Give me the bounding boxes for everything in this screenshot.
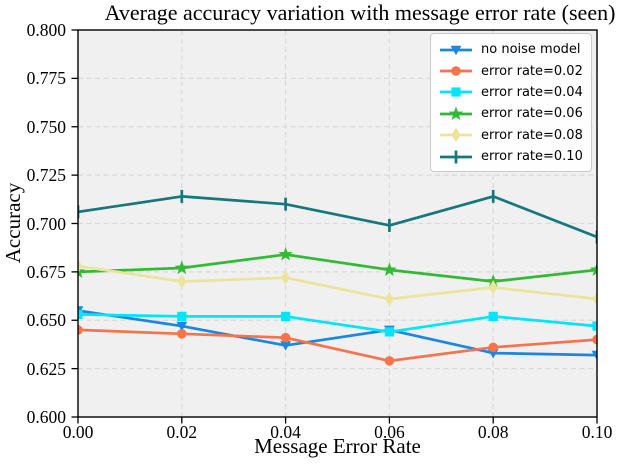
x-tick-label: 0.00 [62, 422, 94, 442]
y-tick-label: 0.625 [26, 358, 66, 379]
star-marker-icon [382, 262, 397, 277]
star-marker-icon [278, 246, 293, 261]
square-marker-icon [451, 87, 461, 98]
circle-marker-icon [177, 328, 187, 339]
square-marker-icon [78, 309, 83, 320]
legend-item-label: error rate=0.02 [481, 63, 583, 79]
x-axis-label: Message Error Rate [254, 434, 421, 458]
star-marker-icon [78, 264, 86, 278]
legend-item: error rate=0.04 [438, 82, 591, 103]
y-tick-label: 0.700 [26, 213, 66, 234]
legend-item: error rate=0.02 [438, 60, 591, 81]
diamond-marker-icon [488, 280, 498, 295]
series-line [78, 264, 597, 301]
diamond-marker-icon [592, 291, 597, 307]
x-tick-label: 0.06 [374, 422, 405, 442]
circle-marker-icon [280, 332, 291, 343]
series-error-rate-0-02 [78, 325, 597, 366]
y-tick-label: 0.675 [26, 261, 66, 282]
diamond-marker-icon [78, 258, 83, 274]
x-tick-label: 0.04 [270, 422, 301, 442]
legend-marker-diamond-icon [440, 128, 472, 143]
square-marker-icon [177, 311, 187, 321]
chart-title: Average accuracy variation with message … [104, 0, 616, 25]
circle-marker-icon [451, 66, 461, 76]
y-tick-label: 0.750 [26, 116, 66, 137]
diamond-marker-icon [281, 270, 290, 285]
legend-item: error rate=0.10 [438, 146, 591, 167]
diamond-marker-icon [385, 291, 394, 307]
circle-marker-icon [384, 356, 395, 366]
legend: no noise model error rate=0.02 error rate=… [430, 33, 592, 172]
triangle-down-marker-icon [450, 45, 462, 55]
legend-marker-star-icon [440, 106, 472, 120]
legend-item: error rate=0.08 [438, 125, 591, 146]
circle-marker-icon [488, 342, 499, 353]
legend-item-label: no noise model [481, 42, 581, 58]
series-error-rate-0-08 [78, 258, 597, 307]
square-marker-icon [384, 327, 394, 337]
series-error-rate-0-10 [78, 189, 597, 244]
legend-item-label: error rate=0.08 [481, 127, 583, 143]
series-line [78, 328, 597, 363]
diamond-marker-icon [177, 274, 187, 289]
x-tick-label: 0.02 [166, 422, 198, 442]
series-line [78, 309, 597, 357]
series-line [78, 253, 597, 283]
legend-marker-triangle-down-icon [440, 45, 472, 55]
x-tick-label: 0.10 [581, 422, 613, 442]
diamond-marker-icon [451, 128, 461, 143]
legend-item: error rate=0.06 [438, 103, 591, 124]
y-tick-label: 0.600 [26, 407, 66, 427]
triangle-down-marker-icon [176, 321, 188, 332]
square-marker-icon [592, 321, 597, 331]
square-marker-icon [488, 311, 498, 321]
star-marker-icon [589, 262, 597, 277]
legend-item-label: error rate=0.04 [481, 84, 583, 100]
series-line [78, 195, 597, 239]
circle-marker-icon [78, 325, 83, 335]
triangle-down-marker-icon [591, 350, 597, 361]
series-error-rate-0-04 [78, 309, 597, 337]
star-marker-icon [448, 106, 464, 120]
x-tick-label: 0.08 [477, 422, 509, 442]
legend-marker-circle-icon [440, 66, 472, 76]
series-line [78, 313, 597, 334]
legend-marker-vline-icon [440, 150, 472, 164]
star-marker-icon [174, 260, 189, 275]
legend-marker-square-icon [440, 87, 472, 98]
legend-item-label: error rate=0.06 [481, 106, 583, 122]
y-tick-label: 0.650 [26, 310, 66, 331]
y-tick-label: 0.775 [26, 68, 66, 89]
legend-item-label: error rate=0.10 [481, 149, 583, 165]
y-tick-label: 0.800 [26, 20, 66, 40]
square-marker-icon [281, 311, 291, 321]
legend-item: no noise model [438, 39, 591, 60]
triangle-down-marker-icon [280, 341, 291, 351]
y-tick-label: 0.725 [26, 165, 66, 186]
circle-marker-icon [592, 334, 597, 345]
